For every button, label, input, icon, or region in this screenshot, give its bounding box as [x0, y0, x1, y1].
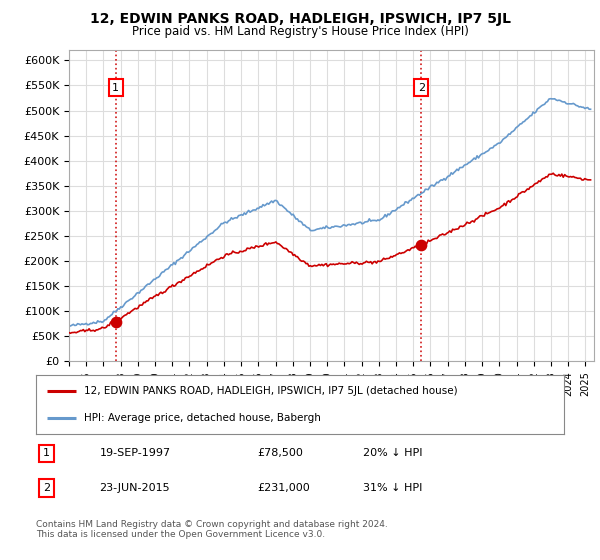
Text: Price paid vs. HM Land Registry's House Price Index (HPI): Price paid vs. HM Land Registry's House …	[131, 25, 469, 38]
Text: £78,500: £78,500	[258, 449, 304, 459]
Text: 19-SEP-1997: 19-SEP-1997	[100, 449, 170, 459]
Text: 1: 1	[43, 449, 50, 459]
Text: 23-JUN-2015: 23-JUN-2015	[100, 483, 170, 493]
Text: 2: 2	[418, 83, 425, 93]
Text: 20% ↓ HPI: 20% ↓ HPI	[364, 449, 423, 459]
Text: 12, EDWIN PANKS ROAD, HADLEIGH, IPSWICH, IP7 5JL: 12, EDWIN PANKS ROAD, HADLEIGH, IPSWICH,…	[89, 12, 511, 26]
Point	[416, 241, 426, 250]
Text: 2: 2	[43, 483, 50, 493]
Text: HPI: Average price, detached house, Babergh: HPI: Average price, detached house, Babe…	[83, 413, 320, 423]
Text: £231,000: £231,000	[258, 483, 311, 493]
Text: 1: 1	[112, 83, 119, 93]
Point	[111, 318, 121, 326]
Text: Contains HM Land Registry data © Crown copyright and database right 2024.
This d: Contains HM Land Registry data © Crown c…	[36, 520, 388, 539]
Text: 12, EDWIN PANKS ROAD, HADLEIGH, IPSWICH, IP7 5JL (detached house): 12, EDWIN PANKS ROAD, HADLEIGH, IPSWICH,…	[83, 386, 457, 396]
Text: 31% ↓ HPI: 31% ↓ HPI	[364, 483, 423, 493]
